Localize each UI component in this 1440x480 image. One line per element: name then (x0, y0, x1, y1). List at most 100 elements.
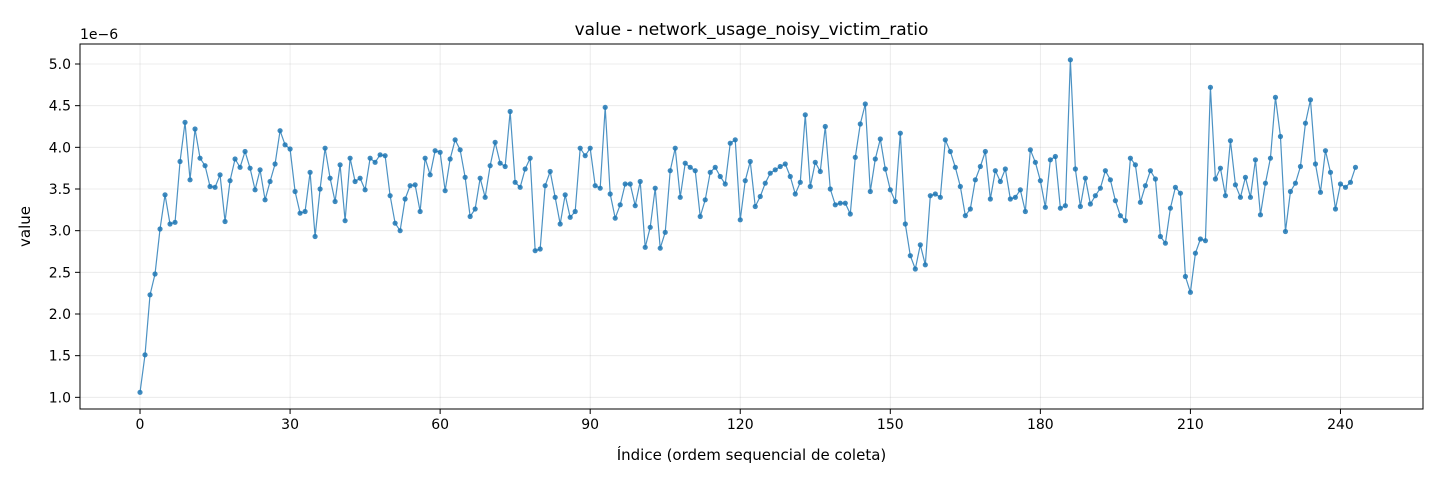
data-point (1232, 182, 1239, 188)
y-tick-label: 3.5 (49, 182, 71, 198)
data-point (692, 168, 698, 174)
data-point (1327, 169, 1334, 175)
data-point (1342, 184, 1349, 190)
data-point (1267, 155, 1274, 161)
data-point (147, 292, 153, 298)
data-point (637, 178, 643, 185)
data-point (447, 156, 453, 162)
data-point (797, 179, 803, 185)
data-point (442, 188, 448, 194)
data-point (982, 148, 988, 155)
data-point (1277, 133, 1284, 140)
data-point (822, 123, 828, 130)
data-point (677, 194, 683, 200)
data-point (777, 163, 783, 170)
data-point (252, 187, 258, 193)
data-point (167, 221, 173, 227)
data-point (922, 262, 928, 268)
data-point (1247, 194, 1254, 200)
data-point (157, 226, 163, 232)
data-point (607, 191, 613, 197)
data-point (527, 155, 533, 161)
data-point (1172, 184, 1179, 190)
plot-frame (79, 43, 1424, 410)
data-point (1322, 148, 1329, 154)
y-tick-label: 5.0 (49, 57, 71, 73)
data-point (242, 148, 248, 155)
data-point (1047, 157, 1053, 163)
data-point (1007, 196, 1013, 202)
data-point (582, 153, 588, 159)
ticks: 0 30 60 90 120 150 180 210 240 1.0 1.5 2.0 2.5 3.0 3.5… (49, 57, 1354, 433)
data-point (277, 128, 283, 134)
data-point (862, 101, 868, 107)
data-point (747, 158, 753, 165)
data-point (1067, 57, 1073, 63)
data-point (372, 159, 378, 165)
data-point (832, 202, 838, 208)
data-point (1157, 233, 1163, 240)
data-point (1092, 193, 1098, 199)
data-point (1112, 198, 1118, 204)
data-point (362, 187, 368, 193)
data-point (1312, 161, 1319, 167)
data-point (567, 214, 573, 220)
data-point (612, 215, 618, 221)
y-axis-label: value (16, 206, 34, 247)
data-point (1162, 240, 1168, 246)
data-point (712, 164, 718, 170)
data-point (397, 228, 403, 234)
data-point (207, 183, 213, 190)
data-point (717, 173, 723, 180)
data-point (707, 169, 713, 175)
data-point (507, 108, 513, 115)
data-point (642, 244, 648, 250)
data-point (902, 221, 908, 227)
data-point (502, 163, 508, 170)
data-point (562, 192, 568, 198)
data-point (647, 224, 653, 230)
data-point (1302, 120, 1309, 126)
data-point (1032, 159, 1038, 165)
data-point (517, 184, 523, 190)
data-point (212, 184, 218, 190)
data-point (987, 196, 993, 202)
x-tick-label: 30 (281, 417, 299, 433)
data-point (942, 137, 948, 143)
data-point (1332, 206, 1339, 212)
data-point (767, 170, 773, 176)
data-point (347, 155, 353, 161)
data-point (742, 178, 748, 184)
data-point (1147, 168, 1153, 174)
y-tick-label: 4.5 (49, 99, 71, 115)
data-point (602, 104, 608, 110)
data-point (247, 165, 253, 171)
data-point (972, 177, 978, 183)
data-point (232, 156, 238, 162)
data-point (992, 168, 998, 174)
data-point (337, 162, 343, 168)
data-point (467, 213, 473, 220)
data-point (262, 197, 268, 203)
data-point (547, 168, 553, 175)
data-point (812, 159, 818, 165)
data-point (1122, 218, 1128, 224)
data-point (887, 187, 893, 193)
data-point (727, 140, 733, 146)
data-point (497, 160, 503, 166)
data-point (1072, 166, 1078, 172)
data-point (632, 203, 638, 209)
data-point (217, 172, 223, 178)
data-point (1242, 174, 1249, 180)
y-tick-label: 2.0 (49, 307, 71, 323)
series-line (139, 59, 1357, 393)
data-point (292, 188, 298, 195)
data-point (187, 177, 193, 183)
data-point (597, 185, 603, 191)
data-point (317, 186, 323, 192)
data-point (1052, 153, 1058, 160)
data-point (1142, 183, 1148, 189)
data-point (282, 142, 288, 148)
data-point (1297, 163, 1304, 170)
data-point (957, 183, 963, 190)
